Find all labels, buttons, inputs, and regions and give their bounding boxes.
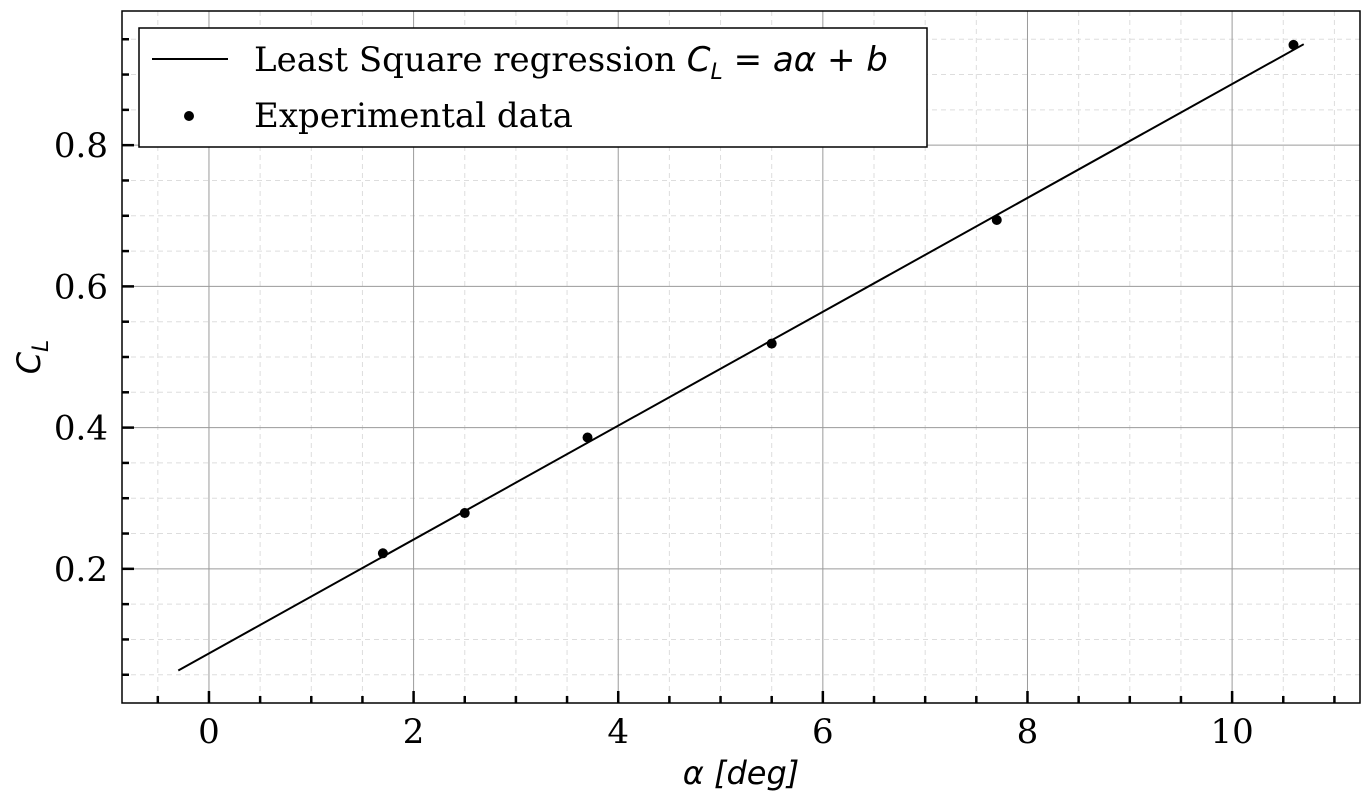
- x-axis-title: α [deg]: [683, 754, 800, 792]
- ticks-layer: [122, 37, 1336, 703]
- y-axis-title-subscript: L: [29, 340, 54, 352]
- regression-line: [177, 43, 1305, 672]
- data-point: [459, 508, 470, 519]
- x-tick-label: 2: [403, 712, 425, 752]
- legend-item-regression: Least Square regression CL = aα + b: [254, 40, 888, 85]
- series-layer: [177, 39, 1305, 672]
- x-tick-label: 8: [1017, 712, 1039, 752]
- legend-box: [138, 27, 928, 148]
- data-point: [1288, 39, 1299, 50]
- y-tick-label: 0.4: [54, 409, 108, 449]
- y-axis-title-main: C: [10, 351, 48, 374]
- data-point: [991, 215, 1002, 226]
- y-tick-label: 0.6: [54, 267, 108, 307]
- tick-labels: 0 2 4 6 8 10 0.2 0.4 0.6 0.8: [54, 126, 1254, 752]
- legend-regression-math: C: [687, 40, 711, 80]
- data-point: [377, 548, 388, 559]
- legend: Least Square regression CL = aα + b Expe…: [138, 27, 928, 148]
- data-point: [582, 432, 593, 443]
- x-tick-label: 6: [812, 712, 834, 752]
- x-tick-label: 4: [607, 712, 629, 752]
- legend-scatter-swatch: [184, 111, 194, 121]
- y-tick-label: 0.8: [54, 126, 108, 166]
- data-point: [766, 338, 777, 349]
- legend-regression-math-rest: = aα + b: [723, 40, 888, 80]
- minor-grid: [122, 11, 1360, 703]
- x-tick-label: 0: [198, 712, 220, 752]
- y-tick-label: 0.2: [54, 550, 108, 590]
- y-axis-title: CL: [10, 340, 54, 375]
- legend-regression-math-sub: L: [711, 60, 723, 85]
- legend-regression-text: Least Square regression: [254, 40, 687, 80]
- x-tick-label: 10: [1210, 712, 1253, 752]
- legend-item-experimental: Experimental data: [254, 96, 573, 136]
